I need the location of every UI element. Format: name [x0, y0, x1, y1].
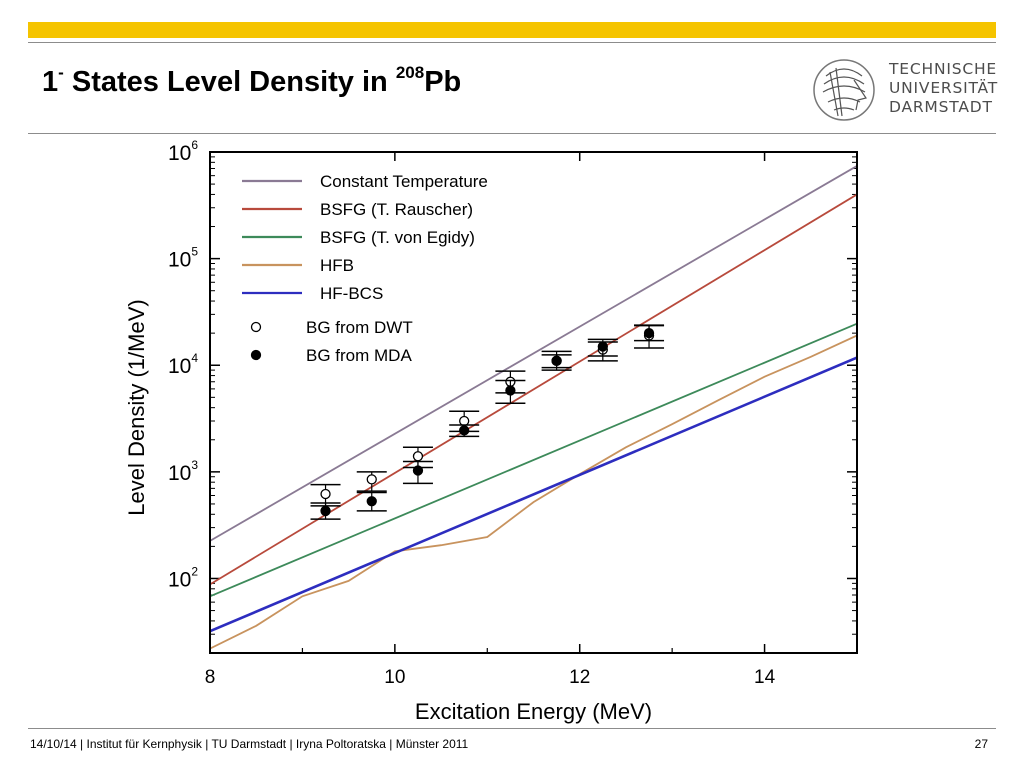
y-tick-label: 106: [168, 138, 198, 165]
series-line: [210, 322, 857, 598]
figure: 8 10 12 14 102 103 104 105 106 Constant Temperatu…: [110, 138, 880, 733]
legend-marker: [250, 349, 262, 361]
footer-divider: [28, 728, 996, 729]
y-tick-label: 105: [168, 245, 198, 272]
data-point: [412, 451, 424, 462]
page-number: 27: [974, 737, 988, 751]
data-point: [643, 327, 655, 339]
legend-label: BG from DWT: [306, 318, 413, 337]
tu-darmstadt-logo: TECHNISCHE UNIVERSITÄT DARMSTADT: [804, 50, 999, 132]
x-tick-label: 14: [754, 667, 776, 688]
x-axis-label: Excitation Energy (MeV): [415, 699, 652, 724]
data-point: [320, 488, 331, 500]
legend-label: BSFG (T. von Egidy): [320, 228, 475, 247]
y-axis-label: Level Density (1/MeV): [124, 299, 149, 515]
legend-label: BG from MDA: [306, 346, 412, 365]
y-tick-label: 102: [168, 564, 198, 591]
legend-label: HF-BCS: [320, 284, 383, 303]
accent-bar: [28, 22, 996, 38]
header-divider-bottom: [28, 133, 996, 134]
data-point: [459, 425, 470, 436]
y-tick-label: 103: [168, 458, 198, 485]
level-density-chart: 8 10 12 14 102 103 104 105 106 Constant Temperatu…: [124, 138, 858, 724]
slide-title: 1- States Level Density in 208Pb: [42, 63, 462, 98]
series-line: [210, 193, 857, 586]
data-point: [459, 415, 470, 427]
series-line: [210, 334, 857, 650]
legend-label: BSFG (T. Rauscher): [320, 200, 473, 219]
athena-head-icon: [813, 59, 875, 121]
series-line: [210, 165, 857, 542]
data-point: [505, 385, 516, 396]
data-point: [320, 505, 331, 517]
data-point: [597, 341, 608, 352]
plot-frame: [209, 151, 858, 654]
series-line: [210, 356, 857, 633]
data-point: [412, 465, 424, 476]
legend-marker: [250, 321, 262, 333]
y-tick-label: 104: [168, 351, 198, 378]
header-divider-top: [28, 42, 996, 43]
data-point: [366, 496, 377, 507]
x-tick-label: 12: [569, 667, 590, 688]
x-tick-label: 8: [205, 667, 216, 688]
data-point: [551, 355, 562, 366]
x-tick-label: 10: [384, 667, 405, 688]
footer-text: 14/10/14 | Institut für Kernphysik | TU …: [30, 737, 469, 751]
legend-label: Constant Temperature: [320, 172, 488, 191]
legend-label: HFB: [320, 256, 354, 275]
data-point: [366, 474, 377, 485]
logo-wordmark: TECHNISCHE UNIVERSITÄT DARMSTADT: [889, 60, 999, 116]
